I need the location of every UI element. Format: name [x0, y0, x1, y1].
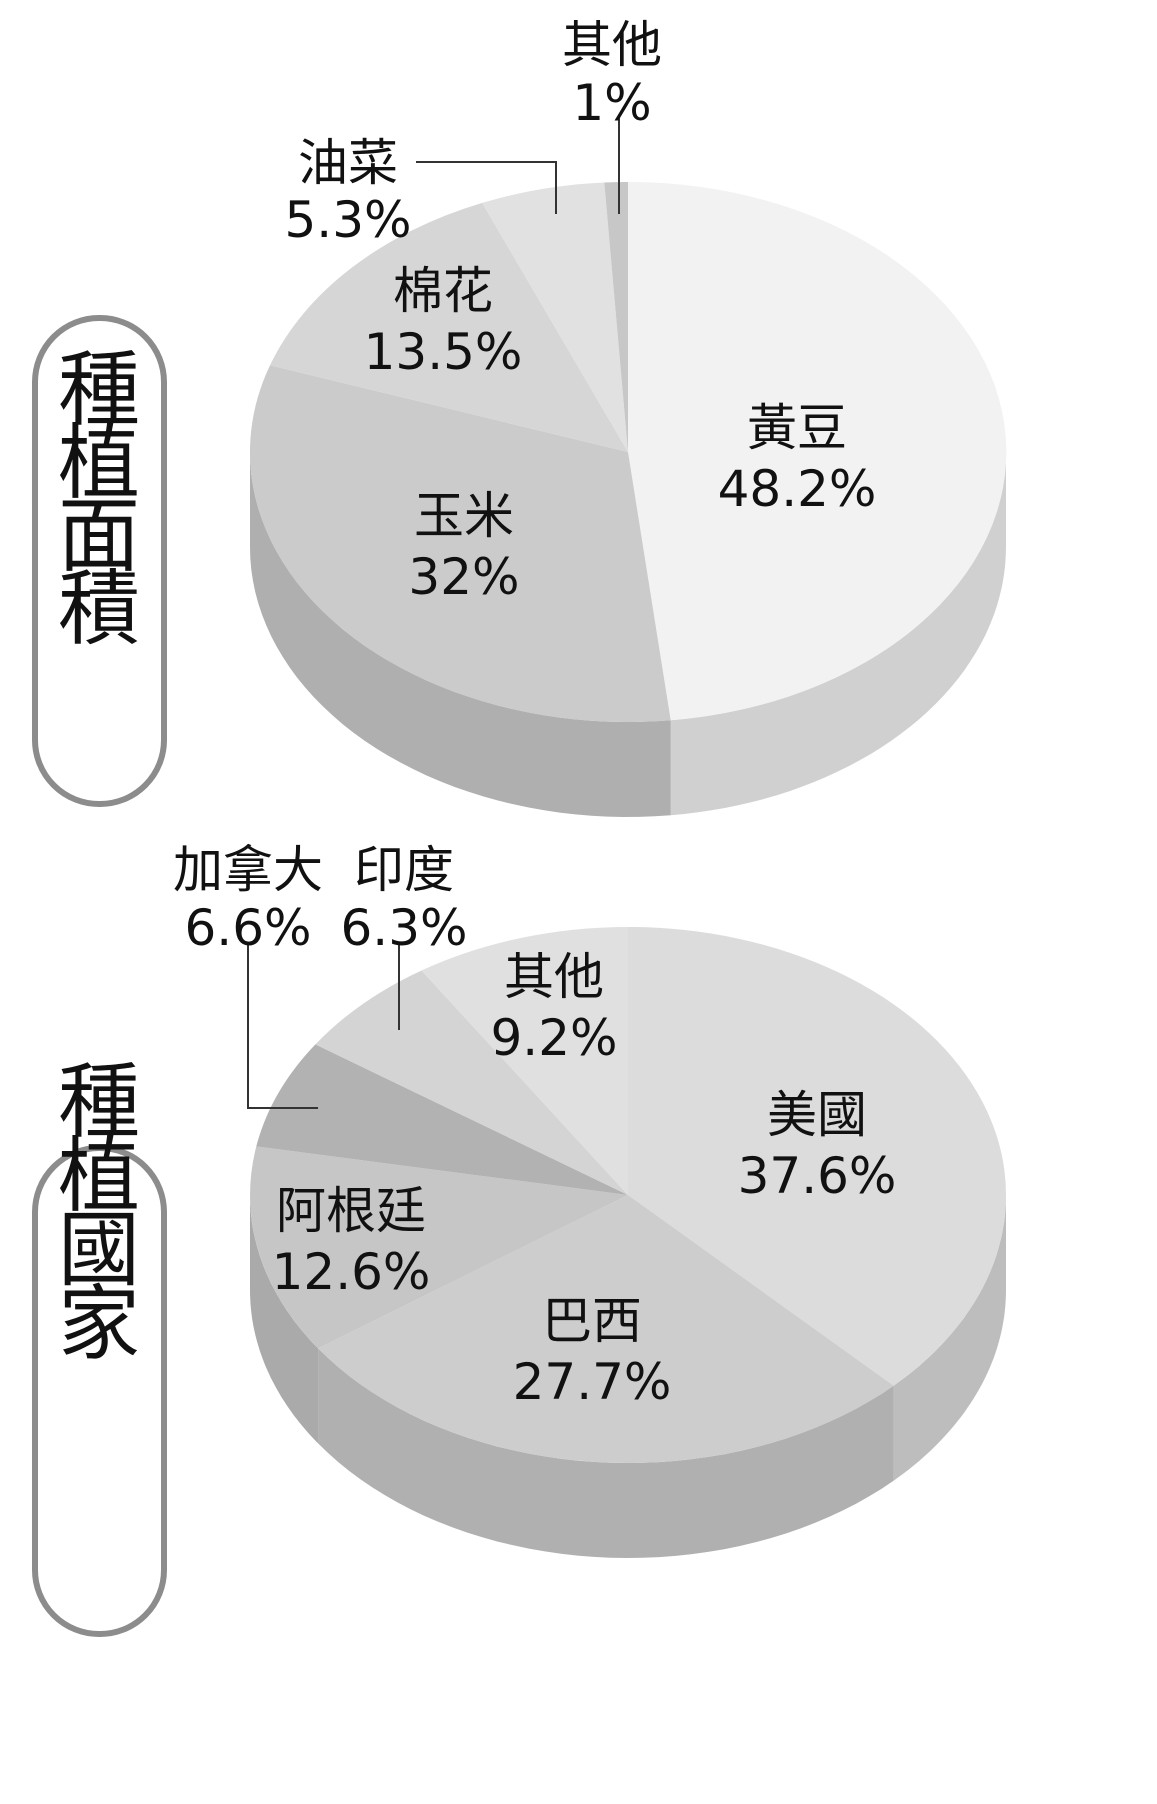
slice-value: 1% [572, 74, 651, 132]
pie-2-slice-阿根廷 [250, 1146, 628, 1349]
pie-2-title-char: 家 [58, 1277, 140, 1372]
pie-1-label-其他: 其他1% [562, 16, 662, 214]
pie-1-side-玉米 [250, 452, 671, 817]
pie-2-label-印度: 印度6.3% [340, 841, 468, 1030]
slice-value: 5.3% [284, 191, 411, 249]
slice-name: 其他 [504, 948, 604, 1006]
pie-1-slice-油菜 [482, 182, 628, 452]
slice-name: 加拿大 [173, 841, 323, 899]
pie-2-slice-巴西 [318, 1195, 894, 1463]
slice-value: 13.5% [364, 323, 523, 381]
slice-value: 32% [408, 548, 519, 606]
pie-1-slice-黃豆 [628, 181, 1007, 721]
pie-1-title-char: 種 [58, 343, 140, 438]
labels-layer: 黃豆48.2%玉米32%棉花13.5%油菜5.3%其他1%美國37.6%巴西27… [173, 16, 896, 1411]
pie-1-title-char: 植 [58, 416, 140, 511]
slice-name: 巴西 [542, 1292, 642, 1350]
pie-2-title-char: 植 [58, 1129, 140, 1224]
pie-2-title-char: 種 [58, 1055, 140, 1150]
pie-1-title-char: 積 [58, 562, 140, 657]
pie-1-slice-其他 [604, 181, 628, 452]
slice-value: 6.3% [340, 899, 467, 957]
pie-2-slice-美國 [628, 927, 1007, 1386]
pie-2-slice-印度 [315, 970, 628, 1195]
pies-layer [249, 181, 1007, 1558]
slice-name: 阿根廷 [276, 1182, 426, 1240]
pie-2-slice-其他 [421, 927, 628, 1195]
pie-2-slice-加拿大 [256, 1044, 628, 1195]
pie-2-side-阿根廷 [250, 1195, 319, 1444]
pie-2-title-frame [32, 1145, 167, 1637]
pie-1-title-char: 面 [58, 489, 140, 584]
pie-1-side-黃豆 [670, 452, 1006, 816]
pie-1-leader-油菜 [416, 161, 557, 214]
pie-1-label-油菜: 油菜5.3% [284, 134, 557, 249]
slice-value: 37.6% [738, 1147, 897, 1205]
pie-1-slice-玉米 [249, 365, 671, 723]
pie-2-title-char: 國 [58, 1203, 140, 1298]
pie-2-side-巴西 [318, 1348, 894, 1558]
slice-value: 9.2% [490, 1009, 617, 1067]
pie-2-side-美國 [893, 1195, 1006, 1481]
pie-1 [249, 181, 1007, 817]
pie-2-label-其他: 其他9.2% [490, 948, 617, 1067]
pie-1-slice-棉花 [270, 202, 628, 452]
pie-2 [250, 927, 1007, 1558]
slice-value: 27.7% [513, 1353, 672, 1411]
pie-1-title-frame [32, 315, 167, 807]
slice-name: 油菜 [298, 134, 398, 192]
slice-name: 玉米 [414, 487, 514, 545]
slice-name: 其他 [562, 16, 662, 74]
slice-name: 印度 [354, 841, 454, 899]
slice-name: 美國 [767, 1086, 867, 1144]
slice-value: 48.2% [718, 460, 877, 518]
slice-name: 棉花 [393, 262, 493, 320]
slice-value: 6.6% [184, 899, 311, 957]
slice-name: 黃豆 [747, 399, 847, 457]
pie-2-leader-加拿大 [247, 945, 318, 1109]
slice-value: 12.6% [272, 1243, 431, 1301]
